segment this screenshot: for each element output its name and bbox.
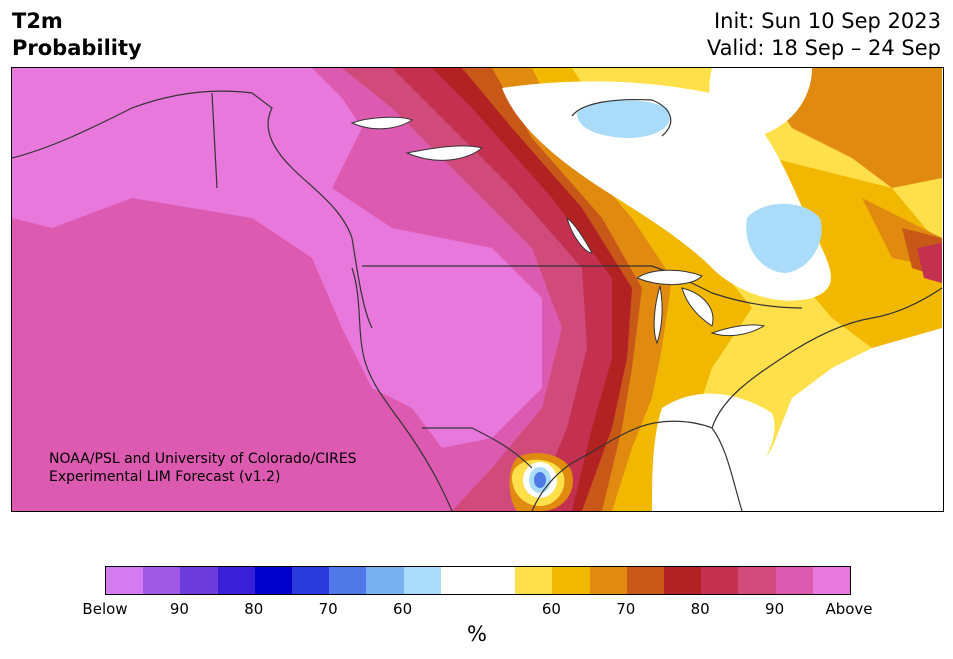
credit-line-2: Experimental LIM Forecast (v1.2) [49,469,281,485]
border-alaska [211,92,218,189]
geography-lines [12,90,943,511]
colorbar-segment [552,567,590,594]
lake-erie [710,324,766,337]
map-credit: NOAA/PSL and University of Colorado/CIRE… [49,450,357,486]
colorbar-tick-label: 80 [244,600,264,618]
coastline-east [711,287,943,429]
colorbar-segment [143,567,181,594]
forecast-dates: Init: Sun 10 Sep 2023 Valid: 18 Sep – 24… [707,8,941,62]
lake-michigan [653,285,663,345]
colorbar-tick-label: 60 [541,600,561,618]
band-rose-ne [917,243,942,283]
colorbar-segment [292,567,330,594]
colorbar [105,566,851,595]
colorbar-tick-label: 80 [690,600,710,618]
colorbar-segment [403,567,441,594]
band-blue-mx [534,472,546,488]
lake-great-bear [350,116,414,130]
valid-range: Valid: 18 Sep – 24 Sep [706,36,941,60]
title-line-2: Probability [12,36,142,60]
probability-map [11,67,944,512]
coastline-alaska [12,90,373,329]
probability-shading [12,68,942,511]
colorbar-segment [515,567,553,594]
colorbar-tick-label: 60 [393,600,413,618]
colorbar-tick-label: 90 [765,600,785,618]
colorbar-segment [738,567,776,594]
lake-superior [635,269,703,286]
credit-line-1: NOAA/PSL and University of Colorado/CIRE… [49,451,357,467]
title-line-1: T2m [12,9,63,33]
colorbar-tick-label: Below [82,600,128,618]
cool-hudson [577,100,671,138]
coastline-west [351,267,453,511]
colorbar-segment [589,567,627,594]
colorbar-segment [812,567,851,594]
lake-winnipeg [566,216,593,254]
colorbar-segment [329,567,367,594]
map-svg [12,68,943,511]
colorbar-tick-label: 70 [318,600,338,618]
colorbar-segment [775,567,813,594]
band-pink [12,68,542,448]
colorbar-tick-label: Above [825,600,873,618]
colorbar-tick-label: 70 [616,600,636,618]
colorbar-segment [440,567,479,594]
lake-great-slave [405,145,484,161]
cool-quebec [746,203,822,273]
colorbar-unit: % [467,622,487,646]
colorbar-segment [478,567,516,594]
colorbar-segment [217,567,255,594]
coastline-gulf [531,420,743,511]
map-title: T2m Probability [12,8,142,62]
colorbar-segment [626,567,665,594]
colorbar-segment [254,567,293,594]
border-us-mexico [422,427,533,469]
colorbar-segment [366,567,404,594]
lake-huron [681,287,714,327]
colorbar-segment [664,567,702,594]
coastline-hudson [571,99,672,137]
colorbar-segment [180,567,218,594]
colorbar-segment [106,567,144,594]
great-lakes [350,116,766,345]
neutral-area-se [652,393,775,511]
init-date: Init: Sun 10 Sep 2023 [713,9,941,33]
colorbar-tick-label: 90 [169,600,189,618]
colorbar-segment [701,567,739,594]
neutral-area-baffin [709,68,812,138]
